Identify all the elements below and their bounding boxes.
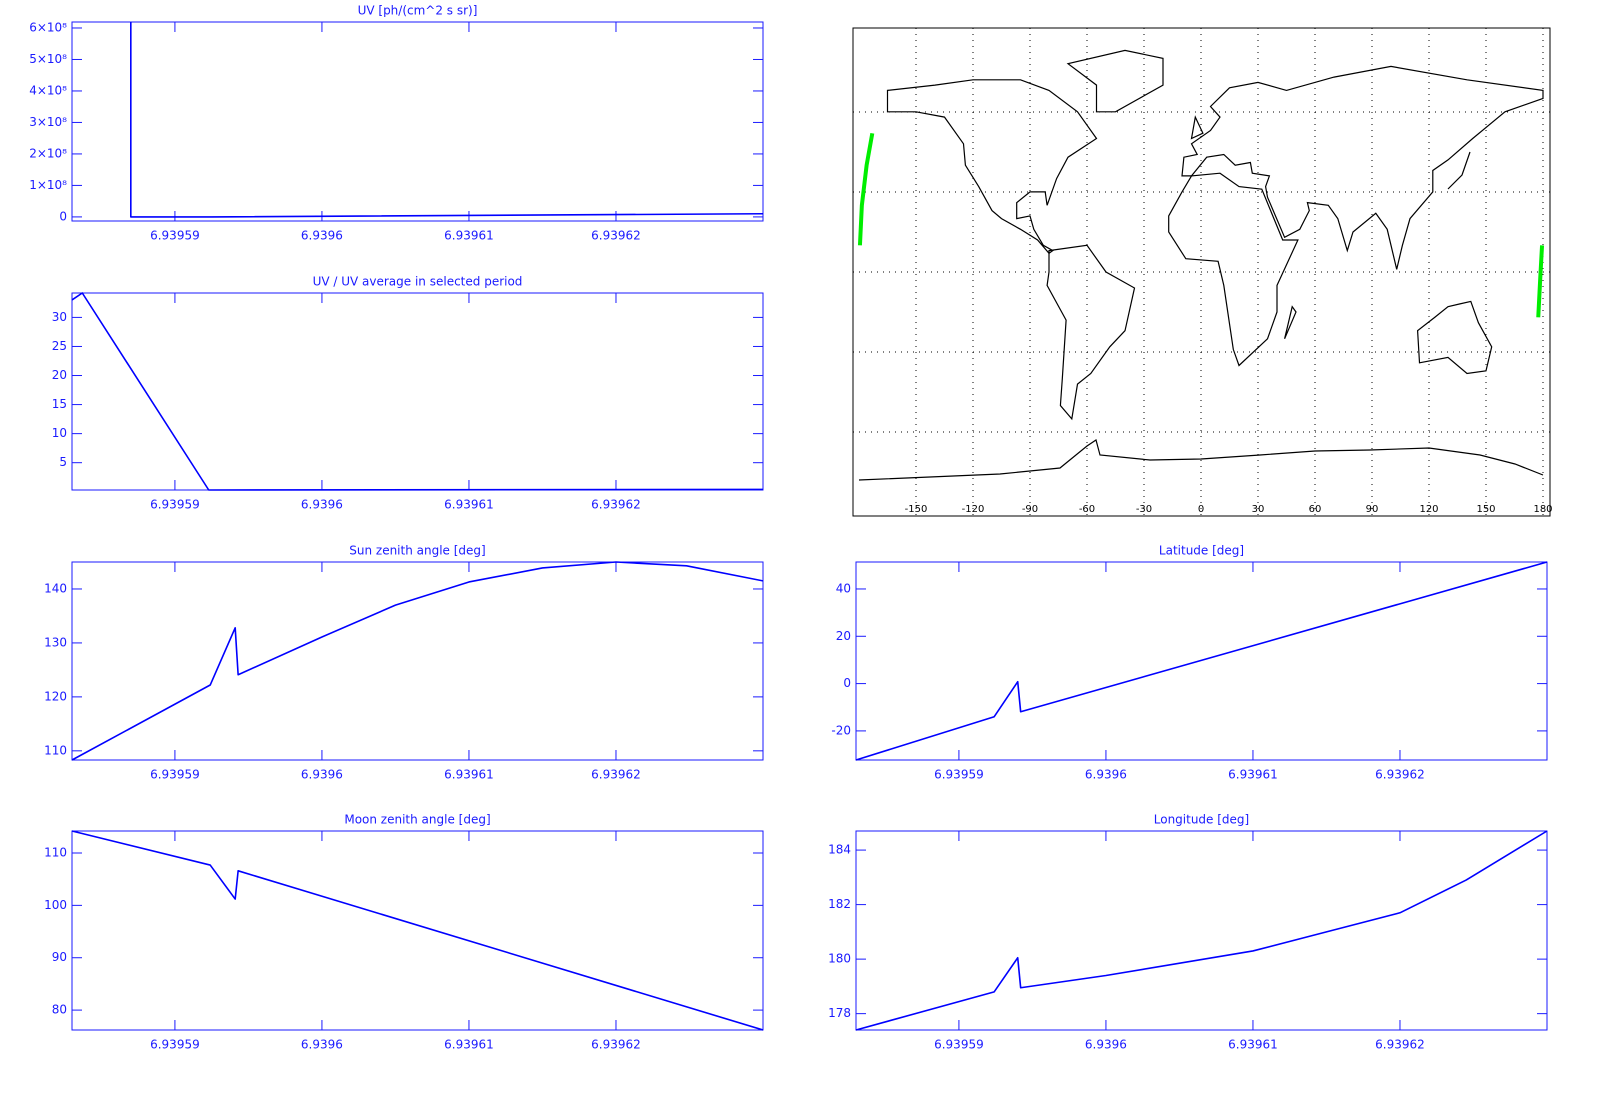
y-tick-label: 100 [44, 898, 67, 912]
y-tick-label: 30 [52, 310, 67, 324]
y-tick-label: 184 [828, 843, 851, 857]
x-tick-label: 60 [1309, 504, 1322, 515]
ground-track [857, 132, 875, 246]
x-tick-label: 90 [1366, 504, 1379, 515]
x-tick-label: -90 [1022, 504, 1038, 515]
x-tick-label: -30 [1136, 504, 1152, 515]
chart-title: Latitude [deg] [1159, 544, 1244, 558]
x-tick-label: 6.9396 [1085, 768, 1127, 782]
x-tick-label: 6.93961 [444, 768, 494, 782]
x-tick-label: -60 [1079, 504, 1095, 515]
y-tick-label: -20 [831, 723, 851, 737]
y-tick-label: 0 [843, 676, 851, 690]
x-tick-label: 120 [1419, 504, 1438, 515]
x-tick-label: 6.93962 [1375, 768, 1425, 782]
x-tick-label: 6.93959 [150, 498, 200, 512]
x-tick-label: 6.93962 [591, 229, 641, 243]
y-tick-label: 3×10⁸ [29, 115, 67, 129]
y-tick-label: 130 [44, 635, 67, 649]
data-line [855, 830, 1548, 1031]
y-tick-label: 90 [52, 950, 67, 964]
ground-track [1536, 245, 1545, 318]
data-line [71, 292, 764, 491]
plot-frame [71, 21, 764, 222]
data-line [71, 561, 764, 761]
y-tick-label: 140 [44, 581, 67, 595]
y-tick-label: 180 [828, 952, 851, 966]
coastlines [858, 49, 1544, 481]
coastline [1190, 115, 1471, 340]
x-tick-label: 6.93959 [150, 229, 200, 243]
x-tick-label: 6.93961 [444, 498, 494, 512]
y-tick-label: 20 [52, 368, 67, 382]
x-tick-label: 6.93961 [444, 229, 494, 243]
y-tick-label: 1×10⁸ [29, 178, 67, 192]
chart-title: UV / UV average in selected period [313, 275, 523, 289]
coastline [1168, 172, 1299, 367]
x-tick-label: 6.9396 [301, 1038, 343, 1052]
y-tick-label: 10 [52, 426, 67, 440]
plot-frame [855, 561, 1548, 761]
plot-frame [71, 561, 764, 761]
y-tick-label: 110 [44, 743, 67, 757]
x-tick-label: 6.93961 [444, 1038, 494, 1052]
x-tick-label: 6.9396 [1085, 1038, 1127, 1052]
chart-title: Moon zenith angle [deg] [344, 813, 490, 827]
y-tick-label: 110 [44, 845, 67, 859]
x-tick-label: 0 [1198, 504, 1204, 515]
x-tick-label: 6.93959 [934, 768, 984, 782]
coastline [886, 79, 1098, 255]
x-tick-label: 30 [1252, 504, 1265, 515]
data-line [71, 830, 764, 1031]
y-tick-label: 80 [52, 1003, 67, 1017]
plot-frame [71, 292, 764, 491]
y-tick-label: 178 [828, 1006, 851, 1020]
y-tick-label: 40 [836, 581, 851, 595]
y-tick-label: 5×10⁸ [29, 52, 67, 66]
chart-title: Sun zenith angle [deg] [349, 544, 485, 558]
x-tick-label: 6.93962 [591, 498, 641, 512]
coastline [1181, 65, 1544, 270]
y-tick-label: 120 [44, 689, 67, 703]
chart-title: UV [ph/(cm^2 s sr)] [358, 4, 478, 18]
x-tick-label: 150 [1476, 504, 1495, 515]
x-tick-label: 6.9396 [301, 768, 343, 782]
x-tick-label: 6.93962 [591, 768, 641, 782]
x-tick-label: 6.93961 [1228, 1038, 1278, 1052]
y-tick-label: 182 [828, 897, 851, 911]
coastline [1046, 244, 1136, 421]
y-tick-label: 6×10⁸ [29, 20, 67, 34]
coastline [858, 439, 1544, 481]
y-tick-label: 15 [52, 397, 67, 411]
y-tick-label: 25 [52, 339, 67, 353]
data-line [855, 561, 1548, 761]
x-tick-label: 6.93959 [150, 768, 200, 782]
y-tick-label: 20 [836, 629, 851, 643]
x-tick-label: -150 [905, 504, 928, 515]
plot-frame [71, 830, 764, 1031]
x-tick-label: 6.9396 [301, 229, 343, 243]
chart-title: Longitude [deg] [1154, 813, 1249, 827]
plot-frame [855, 830, 1548, 1031]
x-tick-label: 6.93959 [934, 1038, 984, 1052]
x-tick-label: 6.9396 [301, 498, 343, 512]
x-tick-label: 6.93962 [591, 1038, 641, 1052]
x-tick-label: 6.93962 [1375, 1038, 1425, 1052]
coastline [1066, 49, 1164, 113]
x-tick-label: -120 [962, 504, 985, 515]
coastline [1416, 300, 1493, 375]
y-tick-label: 4×10⁸ [29, 83, 67, 97]
x-tick-label: 6.93959 [150, 1038, 200, 1052]
y-tick-label: 5 [59, 455, 67, 469]
x-tick-label: 180 [1533, 504, 1552, 515]
y-tick-label: 0 [59, 209, 67, 223]
y-tick-label: 2×10⁸ [29, 146, 67, 160]
x-tick-label: 6.93961 [1228, 768, 1278, 782]
data-line [130, 22, 764, 218]
